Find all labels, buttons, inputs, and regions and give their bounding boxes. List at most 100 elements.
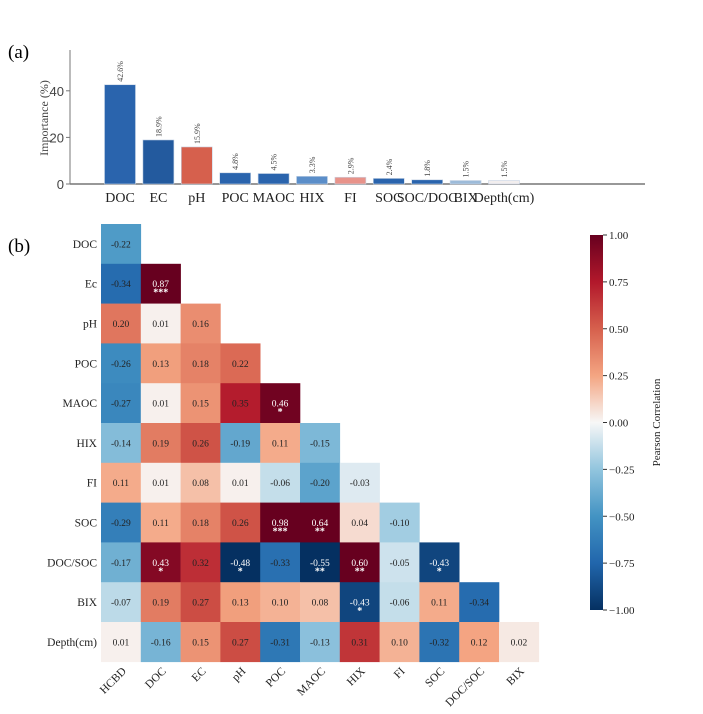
- cell-value: 0.60: [351, 559, 368, 569]
- heatmap-cell: [300, 423, 341, 464]
- col-label: DOC: [143, 665, 169, 691]
- significance-stars: **: [315, 566, 325, 577]
- cell-value: -0.43: [350, 599, 370, 609]
- heatmap-cell: [101, 383, 142, 424]
- heatmap-cell: [260, 383, 301, 424]
- heatmap: -0.22-0.34 0.87***0.20 0.01 0.16-0.26 0.13 0.…: [101, 224, 540, 663]
- cell-value: 0.11: [272, 439, 289, 449]
- bar-hix: [296, 176, 328, 185]
- cell-value: 0.27: [232, 638, 249, 648]
- bar-poc: [219, 172, 251, 185]
- heatmap-cell: [101, 542, 142, 583]
- heatmap-cell: [379, 622, 420, 663]
- cell-value: -0.31: [270, 638, 290, 648]
- heatmap-cell: [140, 542, 181, 583]
- heatmap-cell: [101, 343, 142, 384]
- heatmap-cell: [220, 582, 261, 623]
- cell-value: -0.20: [310, 479, 330, 489]
- row-label: MAOC: [62, 398, 97, 410]
- colorbar-label: Pearson Correlation: [651, 378, 663, 466]
- heatmap-cell: [379, 582, 420, 623]
- heatmap-cell: [140, 343, 181, 384]
- cell-value: 0.12: [471, 638, 488, 648]
- heatmap-cell: [300, 622, 341, 663]
- cell-value: -0.16: [151, 638, 171, 648]
- significance-stars: *: [278, 407, 283, 418]
- cell-value: 0.15: [192, 638, 209, 648]
- heatmap-cell: [101, 622, 142, 663]
- bar-data-label: 18.9%: [154, 116, 163, 137]
- x-tick-label: BIX: [454, 191, 478, 206]
- heatmap-cell: [300, 462, 341, 503]
- heatmap-cell: [180, 383, 221, 424]
- heatmap-cell: [180, 542, 221, 583]
- heatmap-cell: [180, 462, 221, 503]
- cell-value: 0.11: [113, 479, 130, 489]
- x-tick-label: EC: [149, 191, 167, 206]
- bar-bix: [449, 180, 482, 185]
- cell-value: -0.14: [111, 439, 131, 449]
- heatmap-cell: [101, 224, 142, 265]
- bar-socdoc: [411, 179, 444, 185]
- row-label: HIX: [77, 438, 98, 450]
- row-label: pH: [83, 319, 97, 331]
- heatmap-cell: [180, 622, 221, 663]
- heatmap-cell: [101, 502, 142, 543]
- col-label: POC: [264, 665, 289, 690]
- x-tick-label: DOC: [105, 191, 135, 206]
- cell-value: 0.10: [272, 599, 289, 609]
- row-label: DOC: [73, 239, 98, 251]
- row-label: Depth(cm): [47, 637, 97, 649]
- heatmap-cell: [180, 502, 221, 543]
- y-tick-label: 20: [50, 130, 64, 145]
- heatmap-cell: [300, 542, 341, 583]
- bar-data-label: 1.5%: [500, 161, 509, 178]
- x-tick-label: pH: [188, 191, 205, 206]
- heatmap-cell: [379, 542, 420, 583]
- heatmap-cell: [101, 462, 142, 503]
- significance-stars: ***: [153, 288, 168, 299]
- heatmap-cell: [220, 542, 261, 583]
- heatmap-cell: [499, 622, 540, 663]
- cell-value: 0.11: [153, 519, 170, 529]
- cell-value: -0.13: [310, 638, 330, 648]
- x-tick-label: SOC/DOC: [397, 191, 458, 206]
- heatmap-cell: [140, 502, 181, 543]
- heatmap-cell: [260, 502, 301, 543]
- col-label: SOC: [423, 665, 448, 690]
- cell-value: 0.43: [152, 559, 169, 569]
- heatmap-cell: [220, 622, 261, 663]
- col-label: DOC/SOC: [443, 665, 487, 709]
- cell-value: 0.32: [192, 559, 209, 569]
- cell-value: 0.04: [351, 519, 368, 529]
- cell-value: 0.01: [152, 479, 169, 489]
- heatmap-cell: [339, 462, 380, 503]
- bar-data-label: 1.5%: [462, 161, 471, 178]
- heatmap-cell: [220, 343, 261, 384]
- cell-value: -0.19: [230, 439, 250, 449]
- colorbar-tick-label: 0.00: [609, 418, 629, 430]
- heatmap-cell: [300, 502, 341, 543]
- cell-value: -0.06: [390, 599, 410, 609]
- heatmap-cell: [140, 303, 181, 344]
- cell-value: -0.06: [270, 479, 290, 489]
- panel-label-a: (a): [8, 42, 29, 63]
- y-tick-label: 0: [57, 177, 64, 192]
- colorbar: [590, 235, 603, 610]
- cell-value: -0.34: [469, 599, 489, 609]
- bar-maoc: [257, 173, 290, 185]
- heatmap-cell: [339, 502, 380, 543]
- cell-value: 0.35: [232, 400, 249, 410]
- heatmap-cell: [379, 502, 420, 543]
- heatmap-cell: [260, 622, 301, 663]
- bar-data-label: 4.5%: [270, 154, 279, 171]
- cell-value: 0.46: [272, 400, 289, 410]
- heatmap-cell: [180, 343, 221, 384]
- cell-value: -0.48: [230, 559, 250, 569]
- bar-data-label: 2.9%: [346, 157, 355, 174]
- heatmap-cell: [140, 582, 181, 623]
- cell-value: -0.29: [111, 519, 131, 529]
- cell-value: -0.34: [111, 280, 131, 290]
- bar-depthcm: [488, 180, 520, 185]
- cell-value: 0.64: [312, 519, 329, 529]
